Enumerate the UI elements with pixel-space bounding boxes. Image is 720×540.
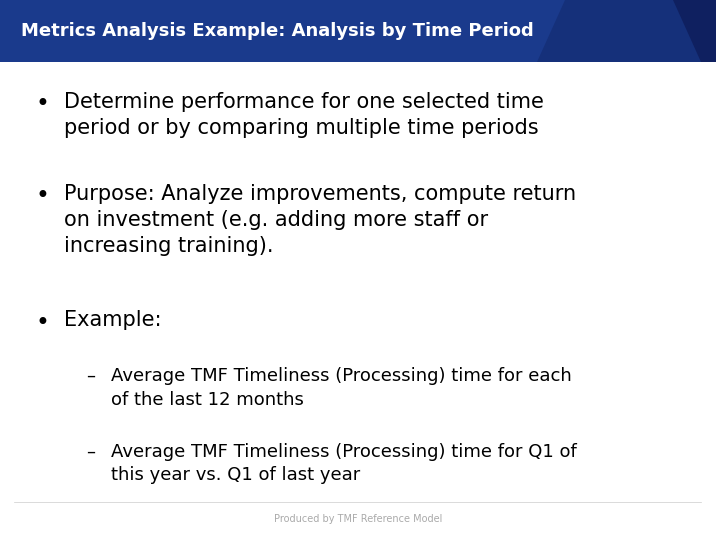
Text: –: – (86, 367, 95, 385)
Text: Produced by TMF Reference Model: Produced by TMF Reference Model (274, 514, 442, 524)
Text: Determine performance for one selected time
period or by comparing multiple time: Determine performance for one selected t… (64, 92, 544, 138)
Text: •: • (36, 184, 50, 207)
Text: •: • (36, 92, 50, 116)
Text: Example:: Example: (64, 310, 162, 330)
Text: Purpose: Analyze improvements, compute return
on investment (e.g. adding more st: Purpose: Analyze improvements, compute r… (64, 184, 577, 256)
Polygon shape (672, 0, 716, 62)
Text: Average TMF Timeliness (Processing) time for each
of the last 12 months: Average TMF Timeliness (Processing) time… (111, 367, 572, 409)
Text: •: • (36, 310, 50, 334)
Polygon shape (536, 0, 716, 62)
Text: Average TMF Timeliness (Processing) time for Q1 of
this year vs. Q1 of last year: Average TMF Timeliness (Processing) time… (111, 443, 577, 484)
Text: –: – (86, 443, 95, 461)
FancyBboxPatch shape (0, 0, 716, 62)
Text: Metrics Analysis Example: Analysis by Time Period: Metrics Analysis Example: Analysis by Ti… (22, 22, 534, 40)
